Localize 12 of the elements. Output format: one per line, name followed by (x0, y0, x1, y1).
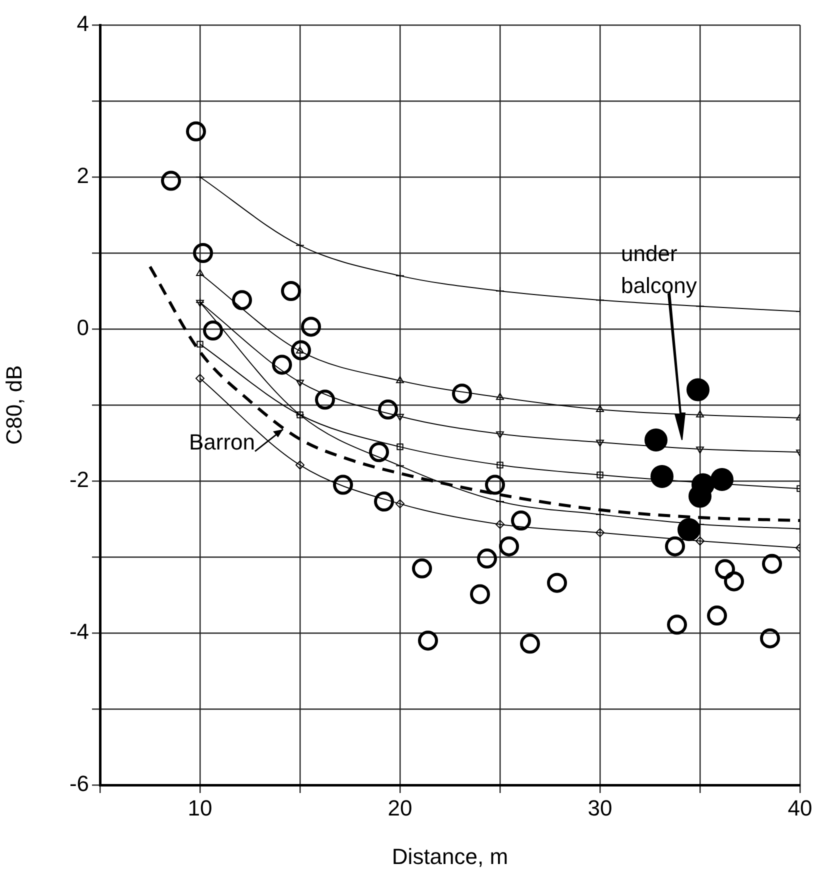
x-axis-title: Distance, m (392, 844, 508, 869)
y-axis-title: C80, dB (1, 365, 26, 445)
y-tick-label: 0 (76, 315, 89, 340)
y-tick-label: -4 (69, 619, 89, 644)
x-tick-label: 40 (788, 795, 812, 820)
y-tick-label: -6 (69, 771, 89, 796)
x-tick-label: 20 (388, 795, 412, 820)
x-tick-label: 30 (588, 795, 612, 820)
y-tick-label: -2 (69, 467, 89, 492)
x-tick-label: 10 (188, 795, 212, 820)
y-tick-label: 4 (76, 11, 89, 36)
y-tick-label: 2 (76, 163, 89, 188)
